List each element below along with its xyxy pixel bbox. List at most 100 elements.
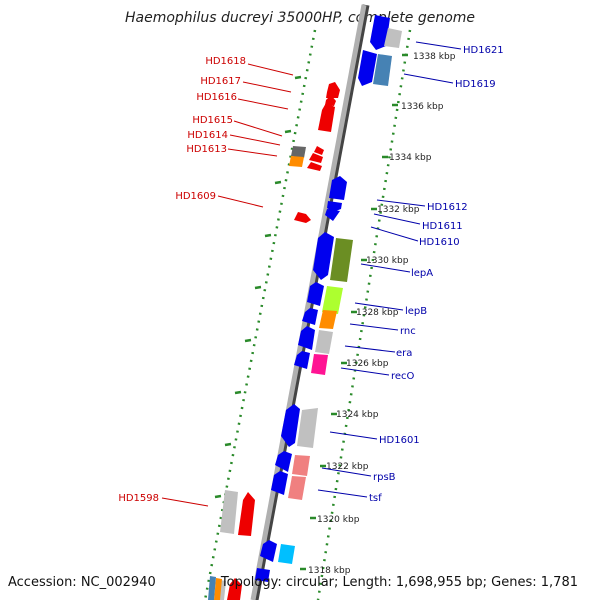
gene-hd1613[interactable] — [307, 162, 322, 171]
track-mark — [264, 233, 272, 238]
ruler-label: 1338 kbp — [413, 52, 456, 62]
label-reco: recO — [391, 371, 415, 382]
gene-lepb-blue — [307, 282, 324, 306]
label-hd1619: HD1619 — [455, 79, 496, 90]
ruler-label: 1326 kbp — [346, 359, 389, 369]
backbone — [250, 4, 367, 600]
gene-hd1612[interactable] — [329, 176, 347, 200]
gene-tsf-blue — [271, 471, 288, 495]
ruler-ticks — [300, 53, 408, 571]
left-labels: HD1618 HD1617 HD1616 HD1615 HD1614 HD161… — [118, 56, 246, 504]
leader-hd1615 — [233, 120, 283, 137]
gene-hd1609[interactable] — [294, 212, 311, 223]
label-tsf: tsf — [369, 493, 382, 504]
gene-rpsb[interactable] — [292, 455, 310, 476]
gene-bottom-blue — [260, 540, 277, 562]
left-dotted-track — [203, 29, 317, 600]
gene-hd1616[interactable] — [318, 103, 335, 132]
gene-hd1614[interactable] — [309, 153, 323, 163]
ruler-label: 1320 kbp — [317, 515, 360, 525]
ruler-label: 1324 kbp — [336, 410, 379, 420]
label-hd1618: HD1618 — [205, 56, 246, 67]
leader-hd1610 — [370, 226, 419, 242]
ruler-label: 1334 kbp — [389, 153, 432, 163]
leader-hd1621 — [415, 41, 462, 50]
label-hd1609: HD1609 — [175, 191, 216, 202]
ruler-label: 1336 kbp — [401, 102, 444, 112]
label-hd1613: HD1613 — [186, 144, 227, 155]
gene-rnc-blue — [302, 308, 318, 325]
ruler-label: 1332 kbp — [377, 205, 420, 215]
leader-rpsb — [321, 467, 372, 477]
ruler-label: 1328 kbp — [356, 308, 399, 318]
gene-hd1610[interactable] — [325, 209, 340, 221]
right-leaders — [317, 41, 462, 498]
gene-hd1601-blue — [281, 404, 300, 447]
left-track-marks — [214, 75, 302, 499]
gene-hd1617[interactable] — [325, 95, 336, 106]
leader-hd1609 — [217, 195, 264, 208]
gene-hd1601[interactable] — [297, 408, 318, 448]
leader-hd1612 — [376, 199, 426, 207]
gene-hd1618[interactable] — [326, 82, 340, 98]
leader-hd1611 — [373, 213, 421, 225]
gene-tsf[interactable] — [288, 476, 306, 500]
gene-reco[interactable] — [311, 354, 328, 375]
label-hd1617: HD1617 — [200, 76, 241, 87]
ruler-label: 1318 kbp — [308, 566, 351, 576]
label-hd1601: HD1601 — [379, 435, 420, 446]
gene-reco-blue — [294, 351, 310, 369]
track-mark — [294, 75, 302, 80]
gene-lepb[interactable] — [322, 286, 343, 314]
ruler-labels: 1338 kbp 1336 kbp 1334 kbp 1332 kbp 1330… — [308, 52, 456, 576]
ruler-label: 1330 kbp — [366, 256, 409, 266]
gene-hd1611[interactable] — [327, 201, 342, 212]
left-leaders — [161, 63, 294, 507]
track-mark — [224, 442, 232, 447]
gene-rnc[interactable] — [319, 310, 337, 329]
gene-bottom-steel — [208, 576, 216, 600]
leader-reco — [340, 367, 390, 376]
label-hd1610: HD1610 — [419, 237, 460, 248]
gene-hd1613c — [289, 156, 304, 167]
right-dotted-track — [316, 29, 412, 600]
gene-hd1598[interactable] — [238, 492, 255, 536]
right-labels: HD1621 HD1619 HD1612 HD1611 HD1610 lepA … — [369, 45, 504, 504]
gene-hd1619-steel — [373, 54, 392, 86]
gene-bottom-blue-2 — [255, 568, 270, 582]
leader-hd1618 — [247, 63, 294, 76]
gene-lepa[interactable] — [330, 238, 353, 282]
label-era: era — [396, 348, 412, 359]
leader-tsf — [317, 489, 368, 498]
label-hd1616: HD1616 — [196, 92, 237, 103]
leader-hd1601 — [329, 431, 378, 440]
ruler-label: 1322 kbp — [326, 462, 369, 472]
gene-hd1598-gray — [220, 490, 238, 534]
track-mark — [214, 494, 222, 499]
gene-era[interactable] — [315, 330, 333, 354]
gene-hd1613b — [291, 146, 306, 158]
gene-hd1615[interactable] — [314, 146, 324, 155]
gene-bottom-red — [227, 578, 242, 600]
accession-text: Accession: NC_002940 — [8, 575, 156, 590]
reverse-genes — [255, 15, 402, 582]
genome-summary-text: Topology: circular; Length: 1,698,955 bp… — [220, 575, 578, 590]
label-hd1612: HD1612 — [427, 202, 468, 213]
leader-era — [344, 345, 396, 353]
label-rnc: rnc — [400, 326, 416, 337]
track-mark — [234, 390, 242, 395]
leader-hd1598 — [161, 497, 209, 507]
leader-hd1614 — [229, 134, 281, 146]
gene-hd1619[interactable] — [358, 50, 377, 86]
leader-rnc — [349, 323, 399, 331]
label-rpsb: rpsB — [373, 472, 396, 483]
leader-hd1617 — [242, 81, 292, 93]
gene-hd1621[interactable] — [370, 15, 390, 50]
gene-bottom-orange — [214, 578, 222, 600]
track-mark — [274, 180, 282, 185]
leader-hd1619 — [403, 73, 454, 84]
label-hd1614: HD1614 — [187, 130, 228, 141]
gene-lepa-blue — [313, 232, 334, 280]
